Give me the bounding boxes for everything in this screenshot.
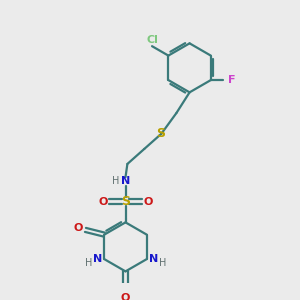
Text: H: H (85, 258, 92, 268)
Text: N: N (149, 254, 158, 264)
Text: O: O (121, 293, 130, 300)
Text: N: N (93, 254, 102, 264)
Text: F: F (228, 75, 235, 85)
Text: O: O (98, 196, 108, 207)
Text: O: O (73, 223, 83, 233)
Text: S: S (156, 127, 165, 140)
Text: S: S (121, 195, 130, 208)
Text: Cl: Cl (146, 34, 158, 45)
Text: H: H (112, 176, 120, 186)
Text: H: H (159, 258, 166, 268)
Text: O: O (143, 196, 153, 207)
Text: N: N (121, 176, 130, 186)
